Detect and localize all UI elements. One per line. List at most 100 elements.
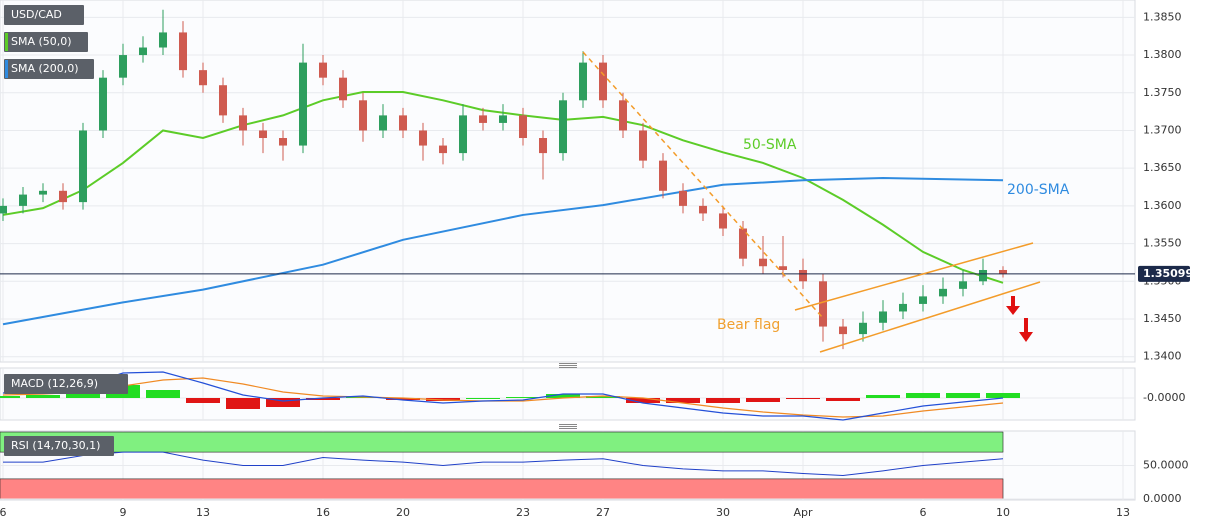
candle-body — [919, 296, 927, 304]
histogram-bar — [986, 393, 1020, 398]
flag-line — [819, 281, 1041, 353]
histogram-bar — [466, 398, 500, 399]
legend-box — [4, 374, 128, 394]
x-tick-label: 13 — [196, 506, 210, 519]
candle-body — [79, 130, 87, 203]
histogram-bar — [0, 396, 20, 398]
y-tick-label: 1.3550 — [1143, 237, 1182, 250]
candle-body — [579, 62, 587, 101]
x-tick-label: 10 — [996, 506, 1010, 519]
candle-body — [259, 130, 267, 139]
histogram-bar — [226, 398, 260, 409]
price-panel — [0, 0, 1136, 363]
legend-swatch — [5, 33, 8, 51]
candle-body — [899, 303, 907, 312]
candle-body — [399, 115, 407, 131]
down-arrow — [1006, 296, 1020, 315]
candle-body — [99, 77, 107, 131]
candle-body — [759, 258, 767, 267]
legend-swatch — [5, 60, 8, 78]
candle-body — [799, 269, 807, 282]
flag-line — [794, 242, 1034, 311]
down-arrow — [1019, 318, 1033, 342]
trend-line — [582, 51, 824, 319]
histogram-bar — [626, 398, 660, 403]
candle-body — [739, 228, 747, 259]
y-tick-label: 1.3450 — [1143, 312, 1182, 325]
candle-body — [559, 100, 567, 154]
candle-body — [499, 115, 507, 123]
histogram-bar — [26, 395, 60, 398]
candle-body — [0, 205, 7, 214]
x-tick-label: 6 — [0, 506, 7, 519]
candle-body — [839, 326, 847, 335]
histogram-bar — [386, 398, 420, 400]
candle-body — [619, 100, 627, 131]
legend-box — [4, 436, 114, 456]
y-tick-label: 1.3850 — [1143, 10, 1182, 23]
candle-body — [199, 70, 207, 86]
histogram-bar — [306, 398, 340, 400]
candle-body — [159, 32, 167, 48]
candle-body — [219, 85, 227, 116]
current-price-box — [1138, 265, 1190, 282]
legend-box — [4, 5, 84, 25]
y-tick-label: 1.3800 — [1143, 48, 1182, 61]
histogram-bar — [266, 398, 300, 407]
candle-body — [659, 160, 667, 191]
candle-body — [279, 138, 287, 146]
legend-box — [4, 32, 88, 52]
candle-body — [939, 288, 947, 297]
histogram-bar — [66, 392, 100, 398]
histogram-bar — [546, 394, 580, 398]
histogram-bar — [186, 398, 220, 403]
candle-body — [539, 138, 547, 154]
candle-body — [599, 62, 607, 101]
x-tick-label: 13 — [1116, 506, 1130, 519]
candle-body — [139, 47, 147, 56]
candle-body — [519, 115, 527, 139]
histogram-bar — [786, 398, 820, 399]
candle-body — [719, 213, 727, 229]
histogram-bar — [666, 398, 700, 403]
panel-handle — [559, 363, 577, 429]
x-tick-label: 6 — [920, 506, 927, 519]
histogram-bar — [866, 395, 900, 398]
y-tick-label: 1.3750 — [1143, 86, 1182, 99]
candle-body — [179, 32, 187, 71]
x-tick-label: 16 — [316, 506, 330, 519]
current-price-label: 1.35099 — [1143, 267, 1193, 280]
candle-body — [979, 269, 987, 282]
legend-box — [4, 59, 94, 79]
candle-body — [59, 190, 67, 203]
y-tick-label: -0.0000 — [1143, 391, 1185, 404]
histogram-bar — [946, 393, 980, 398]
x-tick-label: 27 — [596, 506, 610, 519]
histogram-bar — [906, 393, 940, 398]
candle-body — [699, 205, 707, 214]
candle-body — [359, 100, 367, 131]
x-tick-label: 23 — [516, 506, 530, 519]
histogram-bar — [586, 396, 620, 398]
y-tick-label: 1.3400 — [1143, 350, 1182, 363]
histogram-bar — [706, 398, 740, 403]
candle-body — [819, 281, 827, 327]
histogram-bar — [146, 390, 180, 398]
candle-body — [859, 322, 867, 335]
y-tick-label: 1.3700 — [1143, 123, 1182, 136]
candle-body — [879, 311, 887, 323]
histogram-bar — [826, 398, 860, 401]
histogram-bar — [746, 398, 780, 402]
candle-body — [459, 115, 467, 154]
annotation: Bear flag — [717, 317, 780, 333]
candle-body — [479, 115, 487, 123]
sma-annotation: 200-SMA — [1007, 182, 1070, 198]
legend-label: USD/CAD — [11, 8, 62, 21]
candle-body — [999, 269, 1007, 274]
candle-body — [679, 190, 687, 206]
x-tick-label: 30 — [716, 506, 730, 519]
macd-line — [2, 371, 1004, 421]
legend-label: MACD (12,26,9) — [11, 377, 98, 390]
legend-label: RSI (14,70,30,1) — [11, 439, 100, 452]
